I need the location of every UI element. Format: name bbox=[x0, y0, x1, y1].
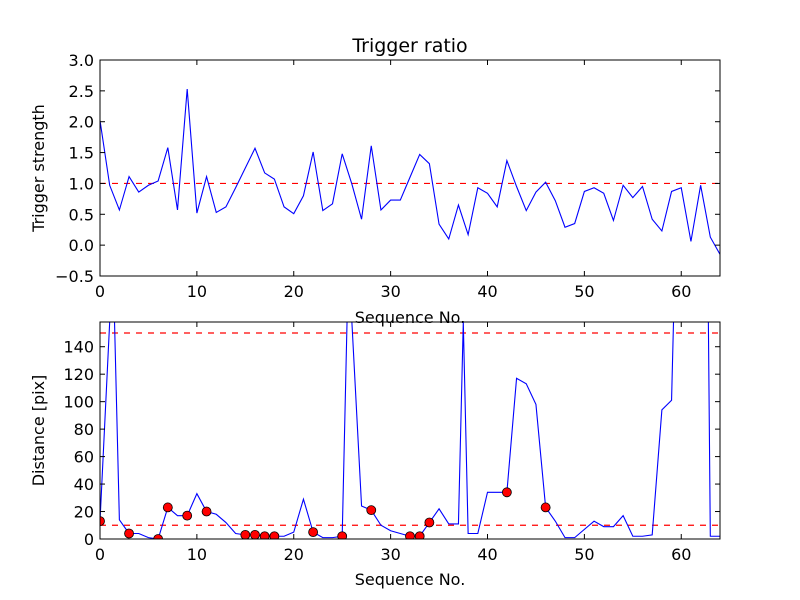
trigger-ratio-x-tick-label: 40 bbox=[477, 282, 497, 301]
distance-marker-point bbox=[405, 531, 415, 539]
distance-y-tick-label: 120 bbox=[63, 365, 94, 384]
trigger-ratio-y-tick-label: 0.5 bbox=[69, 205, 94, 224]
distance-y-tick-label: 40 bbox=[74, 475, 94, 494]
trigger-ratio-x-tick-label: 10 bbox=[187, 282, 207, 301]
distance-marker-point bbox=[414, 531, 425, 539]
distance-y-tick-label: 80 bbox=[74, 420, 94, 439]
distance-x-tick-label: 30 bbox=[380, 545, 400, 564]
trigger-ratio-y-tick-label: 2.5 bbox=[69, 82, 94, 101]
trigger-ratio-axes-frame bbox=[99, 59, 721, 277]
distance-marker-point bbox=[153, 534, 164, 539]
trigger-ratio-y-tick-label: 0.0 bbox=[69, 236, 94, 255]
trigger-ratio-y-tick-label: 1.0 bbox=[69, 174, 94, 193]
distance-subplot: 0 10 20 30 40 50 60 0 20 40 60 80 100 120 140 Sequence… bbox=[29, 321, 721, 589]
distance-marker-point bbox=[201, 506, 212, 517]
distance-y-tick-label: 0 bbox=[84, 530, 94, 549]
trigger-ratio-y-tick-label: 2.0 bbox=[69, 113, 94, 132]
distance-x-tick-label: 50 bbox=[574, 545, 594, 564]
distance-marker-point bbox=[259, 531, 270, 539]
distance-marker-point bbox=[366, 505, 377, 516]
distance-marker-point bbox=[540, 502, 551, 513]
distance-marker-point bbox=[337, 531, 348, 539]
distance-marker-point bbox=[124, 528, 134, 539]
distance-x-tick-label: 60 bbox=[671, 545, 691, 564]
distance-y-tick-label: 60 bbox=[74, 448, 94, 467]
distance-marker-point bbox=[162, 502, 173, 513]
trigger-ratio-x-tick-label: 30 bbox=[380, 282, 400, 301]
distance-y-tick-label: 140 bbox=[63, 338, 94, 357]
distance-marker-point bbox=[240, 529, 251, 539]
distance-marker-point bbox=[308, 527, 319, 538]
distance-x-tick-label: 40 bbox=[477, 545, 497, 564]
distance-y-axis-label: Distance [pix] bbox=[29, 375, 48, 487]
distance-x-tick-label: 20 bbox=[284, 545, 304, 564]
distance-marker-point bbox=[269, 531, 280, 539]
distance-marker-point bbox=[100, 516, 105, 527]
distance-y-tick-label: 20 bbox=[74, 503, 94, 522]
trigger-ratio-y-tick-label: 3.0 bbox=[69, 51, 94, 70]
distance-marker-point bbox=[424, 517, 435, 528]
distance-x-axis-label: Sequence No. bbox=[355, 570, 466, 589]
trigger-ratio-x-axis-label: Sequence No. bbox=[355, 308, 466, 327]
trigger-ratio-x-tick-label: 0 bbox=[95, 282, 105, 301]
distance-x-tick-label: 10 bbox=[187, 545, 207, 564]
distance-marker-point bbox=[501, 487, 512, 498]
trigger-ratio-x-tick-label: 20 bbox=[284, 282, 304, 301]
distance-series-line bbox=[100, 322, 720, 539]
distance-axes-frame bbox=[99, 321, 721, 540]
trigger-ratio-x-tick-label: 60 bbox=[671, 282, 691, 301]
trigger-ratio-x-tick-label: 50 bbox=[574, 282, 594, 301]
trigger-ratio-y-tick-label: −0.5 bbox=[55, 267, 94, 286]
trigger-ratio-title: Trigger ratio bbox=[351, 35, 467, 57]
distance-x-tick-label: 0 bbox=[95, 545, 105, 564]
trigger-ratio-y-tick-label: 1.5 bbox=[69, 144, 94, 163]
distance-marker-point bbox=[250, 529, 260, 539]
distance-y-tick-label: 100 bbox=[63, 393, 94, 412]
distance-marker-point bbox=[182, 510, 193, 521]
trigger-ratio-y-axis-label: Trigger strength bbox=[29, 104, 48, 233]
trigger-ratio-subplot: 0 10 20 30 40 50 60 −0.5 0.0 0.5 1.0 1.5 2.0 2.5 3.0 T… bbox=[29, 35, 721, 327]
trigger-ratio-series-line bbox=[100, 88, 720, 255]
